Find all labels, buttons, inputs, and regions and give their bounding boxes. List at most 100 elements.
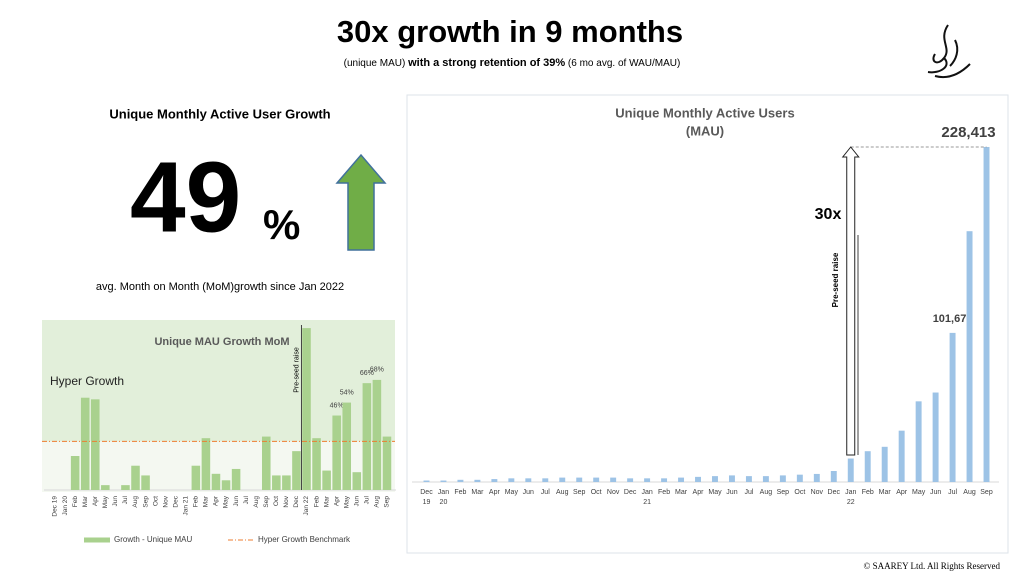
x-tick-label: Apr xyxy=(693,489,705,496)
x-tick-label: Apr xyxy=(489,489,501,496)
annotation: Hyper Growth xyxy=(50,374,124,388)
x-tick-label-part: Dec xyxy=(624,489,637,496)
x-tick-label: Dec 19 xyxy=(420,489,433,506)
x-tick-label-part: Jul xyxy=(948,489,957,496)
chart-title: Unique MAU Growth MoM xyxy=(154,336,289,348)
data-label: 66% xyxy=(360,370,374,377)
slide-subtitle: (unique MAU) with a strong retention of … xyxy=(344,57,681,69)
x-tick-label: Sep xyxy=(980,489,993,496)
kpi-caption: avg. Month on Month (MoM)growth since Ja… xyxy=(96,281,344,293)
x-tick-label: Feb xyxy=(313,496,320,508)
x-tick-label: May xyxy=(912,489,926,496)
logo xyxy=(927,24,971,78)
legend-label: Growth - Unique MAU xyxy=(114,535,192,544)
x-tick-label: Oct xyxy=(273,496,280,506)
bar xyxy=(272,475,281,490)
bar xyxy=(211,473,221,490)
bar xyxy=(796,474,803,482)
x-tick-label: Jun xyxy=(233,496,240,507)
growth-arrow xyxy=(841,146,860,456)
bar xyxy=(457,479,464,482)
data-label: 68% xyxy=(370,367,384,374)
x-tick-label-part: Sep xyxy=(980,489,993,496)
bar xyxy=(231,468,241,490)
x-tick-label-part: May xyxy=(505,489,519,496)
x-tick-label-part: Mar xyxy=(675,489,688,496)
x-tick-label: Feb xyxy=(454,489,466,496)
bar xyxy=(830,471,837,482)
bar xyxy=(627,478,634,482)
x-tick-label-part: Jul xyxy=(744,489,753,496)
bar xyxy=(745,476,752,482)
x-tick-label: Aug xyxy=(963,489,976,496)
x-tick-label: May xyxy=(708,489,722,496)
bar xyxy=(474,479,481,482)
bar xyxy=(302,328,311,490)
x-tick-label-part: Jan xyxy=(438,489,449,496)
x-tick-label: Jun xyxy=(726,489,737,496)
x-tick-label: Aug xyxy=(132,496,139,508)
x-tick-label: Mar xyxy=(82,495,89,507)
x-tick-label: Nov xyxy=(162,495,169,507)
x-tick-label: Oct xyxy=(794,489,805,496)
bar xyxy=(915,401,922,482)
bar xyxy=(728,475,735,482)
x-tick-label-part: May xyxy=(708,489,722,496)
x-tick-label-part: Dec xyxy=(420,489,433,496)
bar xyxy=(101,485,110,490)
x-tick-label: Jul xyxy=(364,495,371,504)
bar xyxy=(372,379,382,490)
x-tick-label-part: Apr xyxy=(693,489,705,496)
x-tick-label: Apr xyxy=(896,489,908,496)
bar xyxy=(261,436,271,490)
x-tick-label: Jan 20 xyxy=(438,489,449,506)
x-tick-label: Jul xyxy=(744,489,753,496)
data-label: 228,413 xyxy=(941,124,995,141)
bar xyxy=(847,458,854,482)
bar xyxy=(342,402,352,490)
bar xyxy=(282,475,291,490)
x-tick-label: Feb xyxy=(862,489,874,496)
x-tick-label: Dec 19 xyxy=(52,496,59,517)
x-tick-label: Nov xyxy=(607,489,620,496)
bar xyxy=(898,430,905,482)
up-arrow xyxy=(335,153,387,251)
bar xyxy=(312,438,321,490)
bar xyxy=(593,477,600,482)
x-tick-label: Jun xyxy=(930,489,941,496)
bar xyxy=(322,470,331,490)
x-tick-label: Jul xyxy=(541,489,550,496)
x-tick-label-part: Nov xyxy=(607,489,620,496)
x-tick-label-part: 20 xyxy=(440,499,448,506)
bar xyxy=(695,476,701,482)
x-tick-label-part: Jun xyxy=(930,489,941,496)
x-tick-label: Dec xyxy=(828,489,841,496)
bar xyxy=(525,478,532,482)
bar xyxy=(779,475,786,482)
bar xyxy=(382,436,392,490)
subtitle-part: with a strong retention of 39% xyxy=(407,57,565,69)
x-tick-label: Dec xyxy=(624,489,637,496)
x-tick-label: Aug xyxy=(760,489,773,496)
x-tick-label-part: Feb xyxy=(658,489,670,496)
bar xyxy=(864,451,871,482)
x-tick-label: Nov xyxy=(811,489,824,496)
x-tick-label: Jan 22 xyxy=(845,489,856,506)
kpi-value: 49 xyxy=(130,141,241,253)
x-tick-label: May xyxy=(223,495,230,508)
x-tick-label: Feb xyxy=(193,496,200,508)
x-tick-label-part: Apr xyxy=(896,489,908,496)
x-tick-label: Jul xyxy=(122,495,129,504)
bar xyxy=(576,477,583,482)
x-tick-label-part: Jan xyxy=(641,489,652,496)
x-tick-label: Jan 21 xyxy=(183,496,190,516)
x-tick-label-part: Feb xyxy=(862,489,874,496)
x-tick-label: Nov xyxy=(283,495,290,507)
x-tick-label: Oct xyxy=(591,489,602,496)
bar xyxy=(559,477,566,482)
x-tick-label: May xyxy=(343,495,350,508)
x-tick-label-part: Dec xyxy=(828,489,841,496)
x-tick-label-part: Jun xyxy=(523,489,534,496)
x-tick-label: Jun xyxy=(354,496,361,507)
data-label: 54% xyxy=(340,389,354,396)
